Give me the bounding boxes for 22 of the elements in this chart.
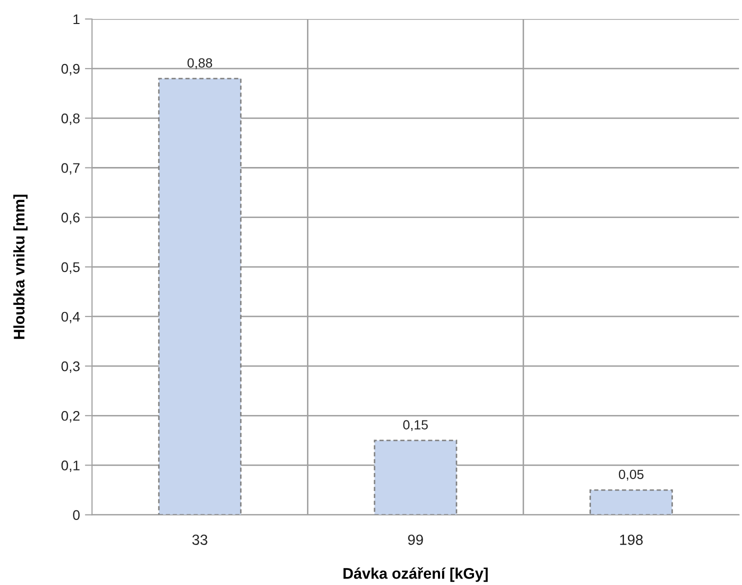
x-tick-label: 33 [192,534,208,545]
y-tick-label: 0,3 [61,361,80,373]
y-tick-label: 0,8 [61,114,80,125]
x-axis-title: Dávka ozáření [kGy] [344,567,488,582]
data-label: 0,05 [618,470,644,481]
y-tick-label: 0,2 [61,410,80,422]
data-label: 0,88 [188,58,212,70]
y-tick-label: 1 [74,14,80,24]
y-tick-label: 0 [73,510,80,520]
data-label: 0,15 [403,420,428,432]
bar [590,489,673,515]
bar [374,440,458,515]
y-tick-label: 0,7 [61,163,80,175]
y-tick-label: 0,9 [61,64,80,76]
y-tick-label: 0,6 [61,212,80,224]
y-tick-label: 0,1 [61,460,80,472]
x-tick-label: 99 [408,534,423,545]
bar [158,78,242,515]
x-tick-label: 198 [620,534,643,545]
y-tick-label: 0,4 [61,312,80,324]
y-tick-label: 0,5 [61,262,80,274]
y-axis-title: Hloubka vniku [mm] [13,194,28,339]
